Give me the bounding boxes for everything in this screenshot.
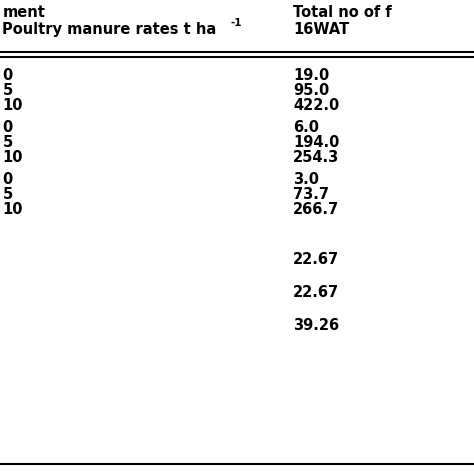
Text: 95.0: 95.0 xyxy=(293,83,329,98)
Text: 254.3: 254.3 xyxy=(293,150,339,165)
Text: 6.0: 6.0 xyxy=(293,120,319,135)
Text: 10: 10 xyxy=(2,150,23,165)
Text: 5: 5 xyxy=(2,83,13,98)
Text: 22.67: 22.67 xyxy=(293,285,339,300)
Text: 3.0: 3.0 xyxy=(293,172,319,187)
Text: 22.67: 22.67 xyxy=(293,252,339,267)
Text: 73.7: 73.7 xyxy=(293,187,329,202)
Text: ment: ment xyxy=(2,5,45,20)
Text: 422.0: 422.0 xyxy=(293,98,339,113)
Text: Poultry manure rates t ha: Poultry manure rates t ha xyxy=(2,22,217,37)
Text: 0: 0 xyxy=(2,68,13,83)
Text: 10: 10 xyxy=(2,202,23,217)
Text: 5: 5 xyxy=(2,135,13,150)
Text: 16WAT: 16WAT xyxy=(293,22,349,37)
Text: 5: 5 xyxy=(2,187,13,202)
Text: 194.0: 194.0 xyxy=(293,135,339,150)
Text: 39.26: 39.26 xyxy=(293,318,339,333)
Text: 266.7: 266.7 xyxy=(293,202,339,217)
Text: -1: -1 xyxy=(230,18,242,28)
Text: 10: 10 xyxy=(2,98,23,113)
Text: 0: 0 xyxy=(2,172,13,187)
Text: 0: 0 xyxy=(2,120,13,135)
Text: Total no of f: Total no of f xyxy=(293,5,392,20)
Text: 19.0: 19.0 xyxy=(293,68,329,83)
